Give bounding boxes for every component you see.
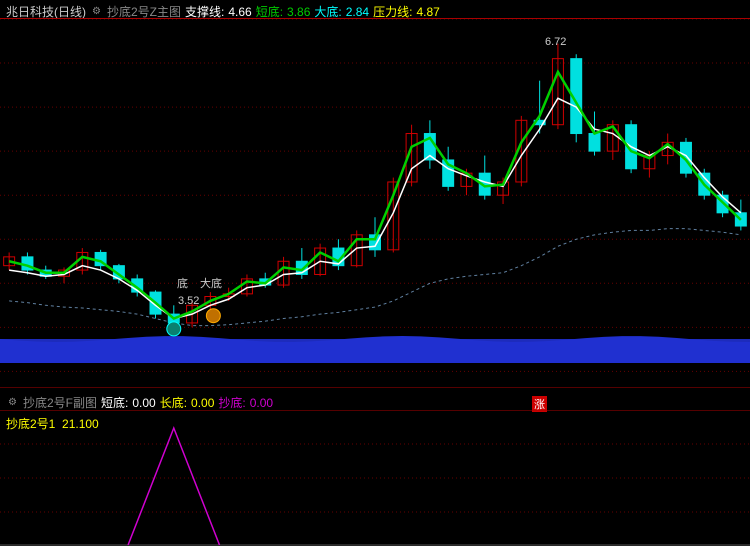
duandi-label: 短底:	[101, 394, 128, 411]
low-annotation: 3.52	[178, 295, 199, 307]
main-chart[interactable]	[0, 18, 750, 388]
sub-header: ⚙ 抄底2号F副图 短底: 0.00 长底: 0.00 抄底: 0.00	[6, 394, 273, 411]
changdi-label: 长底:	[160, 394, 187, 411]
gear-icon[interactable]: ⚙	[8, 397, 17, 408]
changdi-val: 0.00	[191, 396, 214, 410]
chaodi-label: 抄底:	[218, 394, 245, 411]
di-label: 底	[177, 275, 188, 291]
short-val: 3.86	[287, 5, 310, 19]
sub-indicator-name: 抄底2号F副图	[23, 394, 97, 411]
sub2-label: 抄底2号1 21.100	[6, 415, 99, 432]
dadi-label: 大底	[200, 275, 222, 291]
gear-icon[interactable]: ⚙	[92, 6, 101, 17]
sub-chart[interactable]	[0, 410, 750, 546]
big-val: 2.84	[346, 5, 369, 19]
chaodi-val: 0.00	[250, 396, 273, 410]
duandi-val: 0.00	[132, 396, 155, 410]
chart-container: 兆日科技(日线) ⚙ 抄底2号Z主图 支撑线: 4.66 短底: 3.86 大底…	[0, 0, 750, 546]
pressure-val: 4.87	[416, 5, 439, 19]
support-val: 4.66	[228, 5, 251, 19]
peak-annotation: 6.72	[545, 36, 566, 48]
